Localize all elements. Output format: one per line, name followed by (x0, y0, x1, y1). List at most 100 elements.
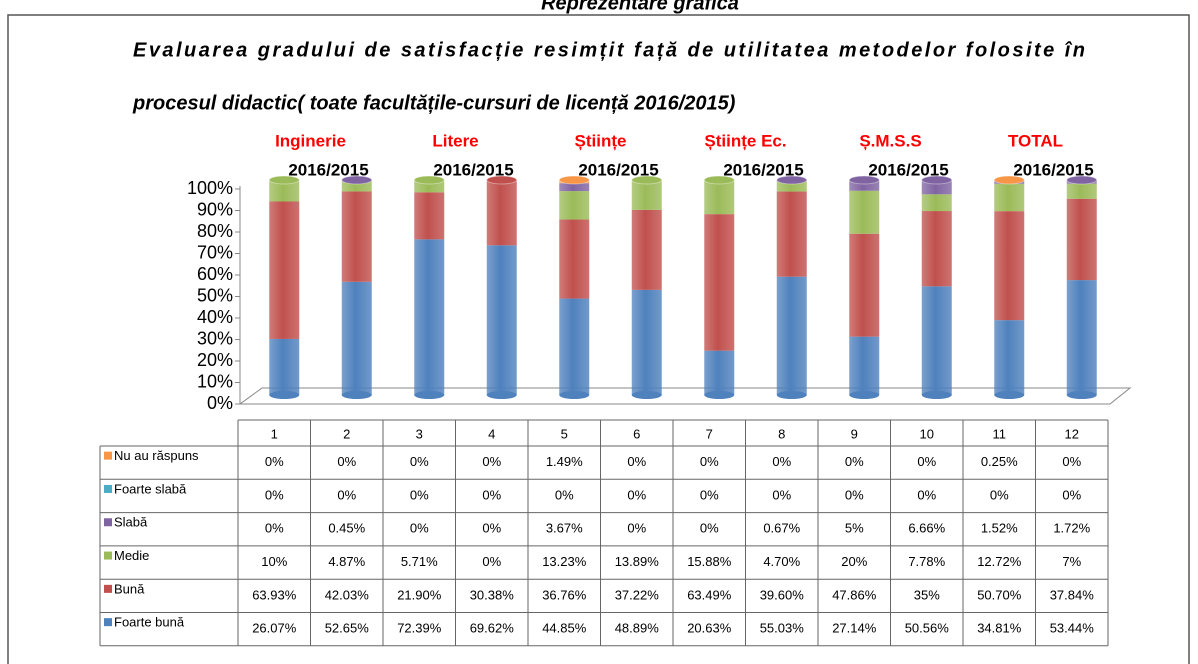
legend-swatch (104, 584, 112, 593)
data-label: 6.66% (908, 521, 945, 536)
bar-base (776, 391, 807, 399)
bar-base (631, 391, 662, 399)
data-label: 7.78% (908, 554, 945, 569)
legend-label: Slabă (114, 515, 148, 530)
bar-cap (486, 175, 518, 185)
data-label: 0% (990, 487, 1009, 502)
y-tick-label: 90% (197, 199, 233, 219)
x-tick-label: 2 (343, 426, 350, 441)
data-label: 13.23% (542, 554, 587, 569)
bar-segment (486, 245, 517, 395)
bar-cap (413, 175, 445, 185)
data-label: 50.70% (977, 587, 1022, 602)
bar-segment (1066, 280, 1097, 395)
x-tick-label: 7 (706, 426, 713, 441)
legend-label: Foarte bună (114, 615, 185, 630)
y-tick-label: 10% (197, 371, 233, 391)
data-label: 12.72% (977, 554, 1022, 569)
y-tick-label: 80% (197, 221, 233, 241)
data-label: 0% (265, 454, 284, 469)
data-label: 72.39% (397, 621, 442, 636)
header: Reprezentare grafică (541, 0, 739, 14)
bar-segment (559, 219, 590, 299)
bar-segment (776, 191, 807, 277)
data-label: 13.89% (615, 554, 660, 569)
bar-segment (849, 190, 880, 234)
group-name: Științe Ec. (704, 131, 786, 150)
data-label: 20.63% (687, 621, 732, 636)
group-name: Inginerie (275, 131, 346, 150)
bar-segment (269, 201, 300, 339)
y-tick-label: 40% (197, 307, 233, 327)
bar-segment (269, 180, 300, 202)
group-period: 2016/2015 (578, 160, 658, 179)
group-name: TOTAL (1008, 131, 1063, 150)
data-label: 20% (841, 554, 867, 569)
bar-segment (994, 320, 1025, 395)
data-label: 0% (337, 454, 356, 469)
data-label: 0% (555, 487, 574, 502)
x-tick-label: 11 (993, 426, 1007, 441)
data-label: 42.03% (325, 587, 370, 602)
data-label: 53.44% (1050, 621, 1095, 636)
bar-segment (994, 211, 1025, 321)
data-label: 0% (627, 521, 646, 536)
bar-segment (776, 276, 807, 395)
data-label: 34.81% (977, 621, 1022, 636)
bar-segment (704, 350, 735, 395)
bar-base (486, 391, 517, 399)
data-label: 0% (482, 554, 501, 569)
data-label: 7% (1062, 554, 1081, 569)
data-label: 0% (410, 454, 429, 469)
bar-cap (1066, 175, 1098, 185)
bar-segment (341, 191, 372, 282)
bar-segment (849, 233, 880, 337)
data-label: 4.87% (328, 554, 365, 569)
legend-label: Nu au răspuns (114, 448, 199, 463)
bar-segment (559, 183, 590, 192)
bar-cap (776, 175, 808, 185)
data-label: 5.71% (401, 554, 438, 569)
bar-segment (704, 180, 735, 215)
data-label: 37.84% (1050, 587, 1095, 602)
data-label: 15.88% (687, 554, 732, 569)
bar-cap (703, 175, 735, 185)
bar-cap (993, 175, 1025, 185)
data-label: 0% (845, 454, 864, 469)
bar-segment (486, 180, 517, 246)
group-name: Litere (432, 131, 478, 150)
data-label: 69.62% (470, 621, 515, 636)
data-label: 3.67% (546, 521, 583, 536)
data-label: 27.14% (832, 621, 877, 636)
data-label: 36.76% (542, 587, 587, 602)
data-label: 0% (700, 521, 719, 536)
bar-segment (341, 281, 372, 395)
bar-cap (631, 175, 663, 185)
data-label: 48.89% (615, 621, 660, 636)
group-name: Ș.M.S.S (859, 131, 921, 150)
bar-segment (1066, 198, 1097, 281)
data-label: 0% (917, 454, 936, 469)
legend-swatch (104, 518, 112, 527)
bar-segment (921, 211, 952, 287)
data-label: 30.38% (470, 587, 515, 602)
data-label: 35% (914, 587, 940, 602)
bar-segment (341, 180, 372, 192)
bar-segment (849, 336, 880, 395)
bar-segment (269, 338, 300, 395)
data-label: 4.70% (763, 554, 800, 569)
legend-label: Bună (114, 581, 145, 596)
data-label: 0% (700, 454, 719, 469)
bar-cap (341, 175, 373, 185)
y-tick-label: 0% (207, 393, 233, 413)
data-label: 55.03% (760, 621, 805, 636)
data-label: 39.60% (760, 587, 805, 602)
y-tick-label: 50% (197, 285, 233, 305)
legend-label: Foarte slabă (114, 481, 187, 496)
x-tick-label: 6 (633, 426, 640, 441)
bar-segment (1066, 183, 1097, 199)
data-label: 0% (627, 454, 646, 469)
bar-segment (849, 180, 880, 191)
bar-base (269, 391, 300, 399)
